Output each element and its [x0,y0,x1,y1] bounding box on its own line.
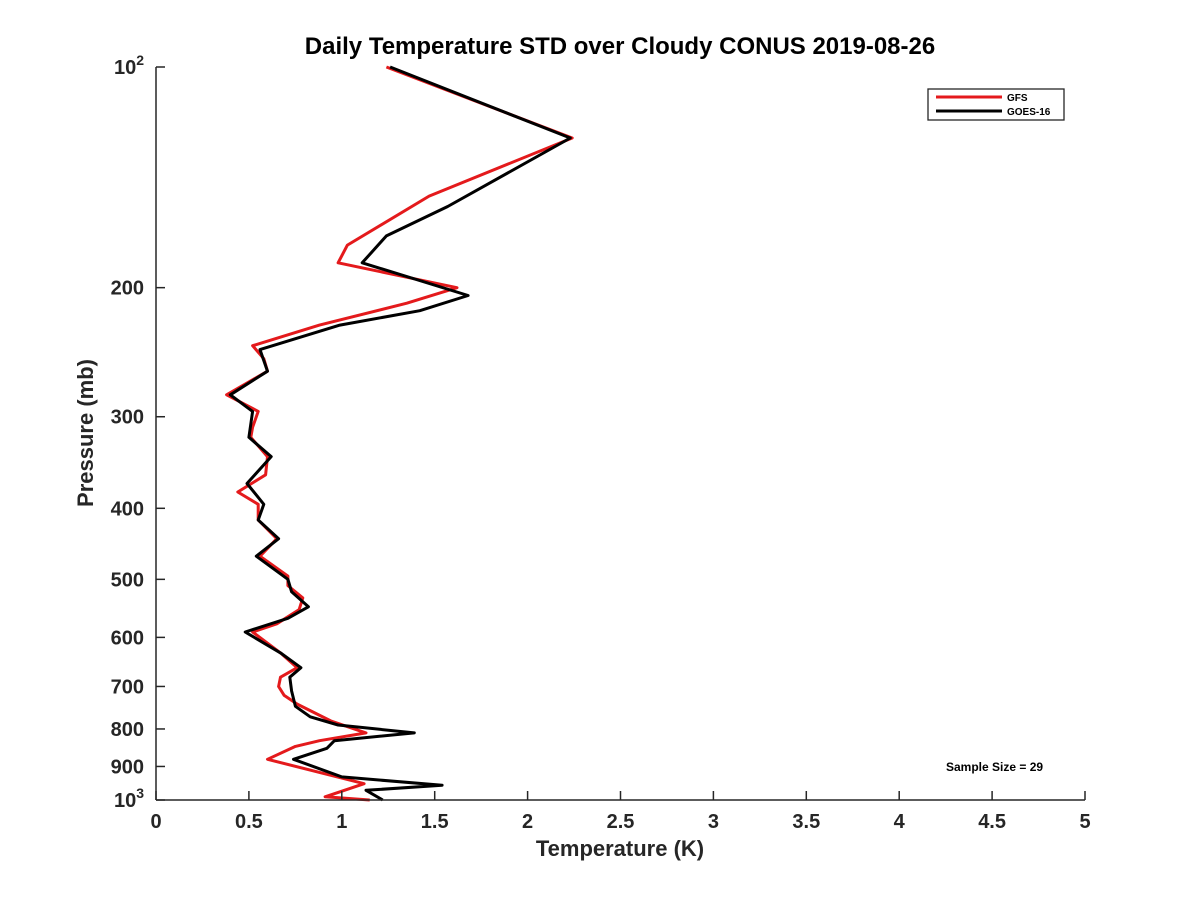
x-tick-label: 3 [708,811,719,833]
y-tick-label: 600 [111,627,144,649]
x-tick-label: 0.5 [235,811,263,833]
legend-label-gfs: GFS [1007,93,1028,104]
x-axis-label: Temperature (K) [536,836,704,861]
y-tick-label: 103 [114,785,144,812]
x-tick-label: 1.5 [421,811,449,833]
y-tick-label: 800 [111,719,144,741]
y-tick-label: 700 [111,676,144,698]
chart-title: Daily Temperature STD over Cloudy CONUS … [305,33,935,60]
x-tick-label: 2 [522,811,533,833]
legend-box [927,88,1065,121]
y-tick-label: 500 [111,569,144,591]
x-tick-label: 3.5 [792,811,820,833]
plot-area [156,67,1085,800]
y-tick-label: 400 [111,498,144,520]
series-layer [225,65,574,802]
x-tick-label: 5 [1079,811,1090,833]
x-tick-label: 2.5 [607,811,635,833]
x-ticks: 0 0.5 1 1.5 2 2.5 3 3.5 4 4.5 5 [150,791,1091,833]
y-tick-label: 900 [111,756,144,778]
y-axis-label: Pressure (mb) [73,359,98,507]
x-tick-label: 4 [894,811,906,833]
x-tick-label: 4.5 [978,811,1006,833]
x-tick-label: 0 [150,811,161,833]
sample-size-annotation: Sample Size = 29 [946,760,1043,774]
legend-label-goes16: GOES-16 [1007,107,1051,118]
legend: GFS GOES-16 [927,88,1065,121]
x-tick-label: 1 [336,811,347,833]
series-line-goes16 [228,65,572,802]
y-tick-label: 102 [114,52,144,79]
y-tick-label: 200 [111,278,144,300]
y-tick-label: 300 [111,407,144,429]
